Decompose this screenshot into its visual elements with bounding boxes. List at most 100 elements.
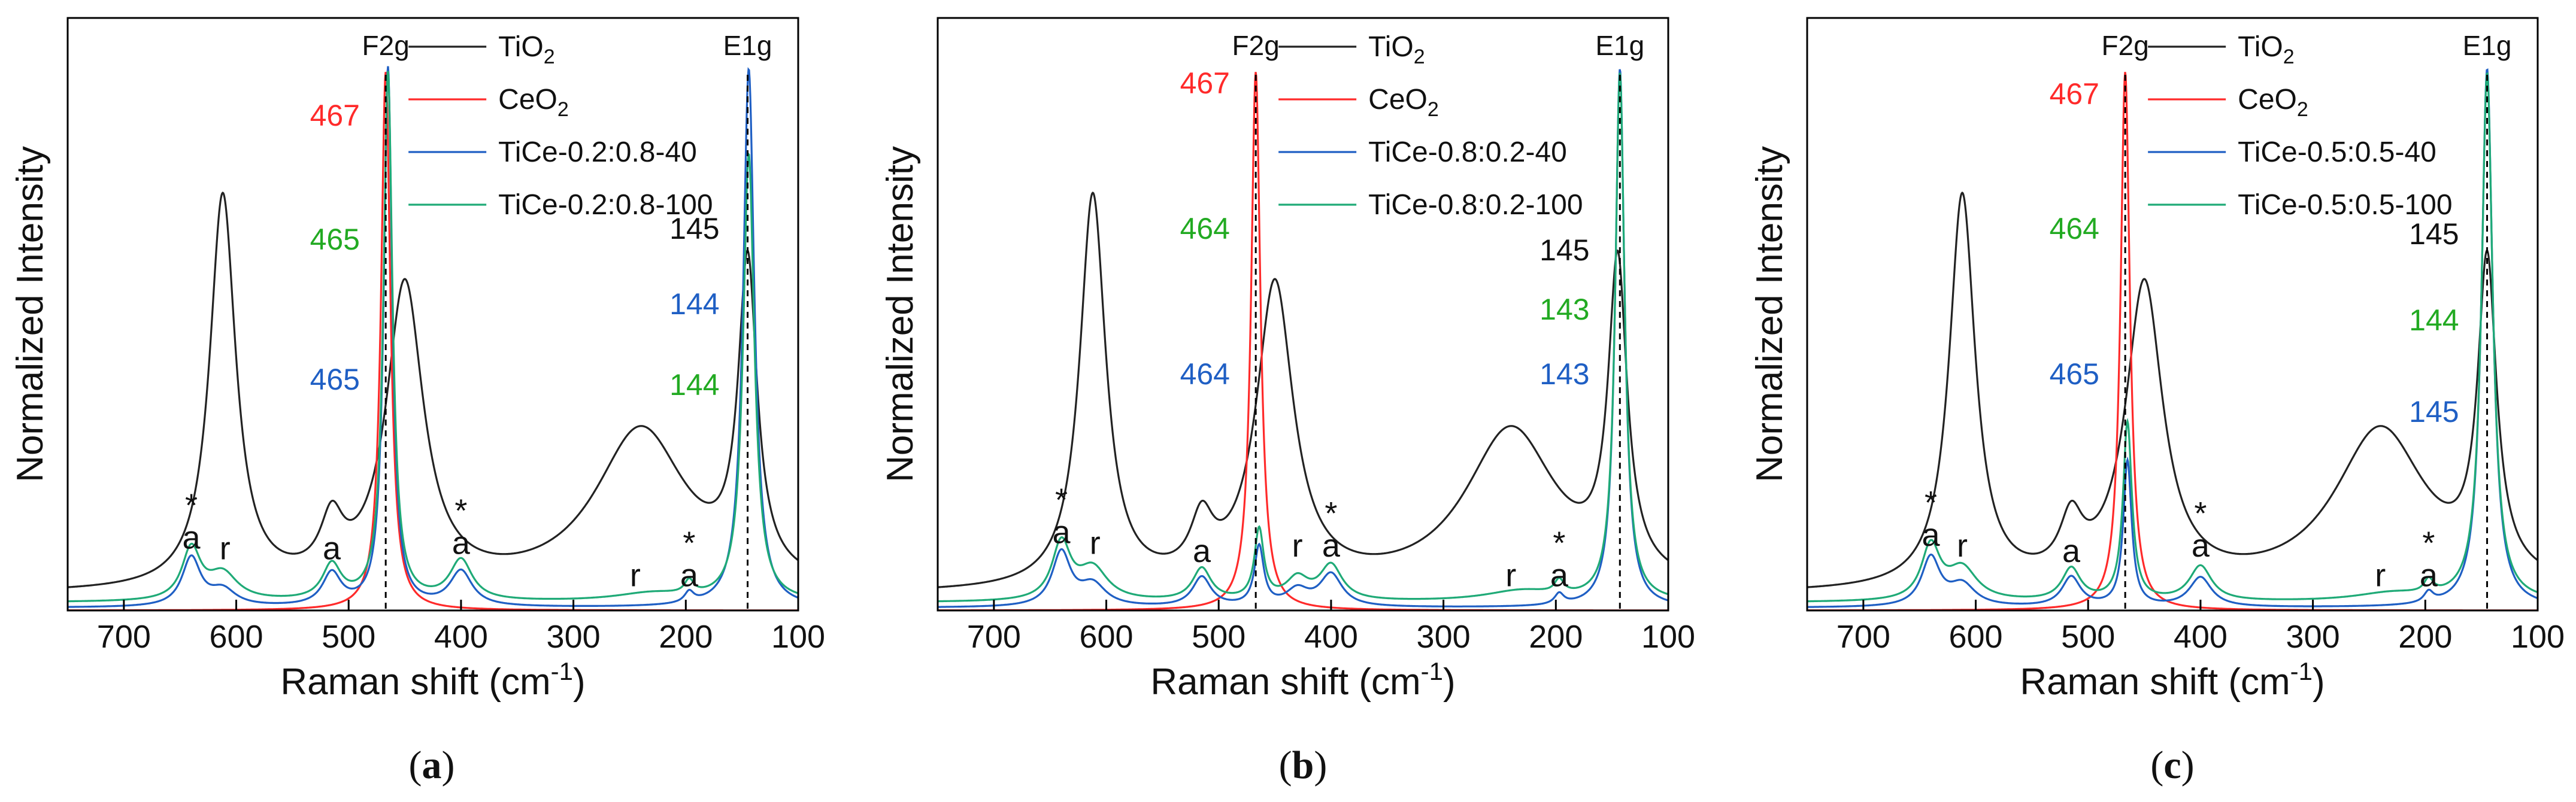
peak-position-label: 145 [669, 212, 719, 245]
peak-marker-label: r [1505, 558, 1516, 594]
panel-caption: (c) [2150, 743, 2194, 787]
peak-marker-label: * [1055, 482, 1068, 518]
peak-marker-label: * [1553, 525, 1565, 561]
x-tick-label: 100 [771, 619, 825, 655]
x-tick-label: 700 [967, 619, 1021, 655]
peak-marker-label: a [1922, 517, 1940, 553]
series-line-3 [938, 72, 1668, 603]
peak-marker-label: a [1193, 533, 1211, 569]
x-axis-label-end: ) [2313, 661, 2325, 703]
legend-label-text: CeO [498, 84, 557, 116]
series-line-0 [68, 191, 798, 588]
x-tick-label: 500 [2061, 619, 2115, 655]
x-axis-label-text: Raman shift (cm [280, 661, 550, 703]
peak-marker-label: a [2062, 533, 2081, 569]
legend-label: TiO2 [1368, 31, 1425, 68]
x-axis-label: Raman shift (cm-1) [2020, 657, 2325, 703]
panel-caption-letter: a [422, 743, 442, 787]
ref-line-label-f2g: F2g [2102, 30, 2149, 61]
series-line-2 [938, 69, 1668, 608]
legend-label: TiCe-0.2:0.8-100 [498, 189, 713, 221]
ref-line-label-e1g: E1g [723, 30, 772, 61]
peak-position-label: 464 [2050, 212, 2099, 245]
x-tick-label: 200 [2398, 619, 2452, 655]
peak-position-label: 144 [669, 287, 719, 321]
panel-caption-close: ) [2181, 743, 2195, 787]
legend-label-text: TiO [498, 31, 544, 63]
panel-caption-open: ( [2150, 743, 2163, 787]
legend-label-text: TiCe-0.8:0.2-100 [1368, 189, 1583, 221]
x-axis-label-sup: -1 [551, 657, 573, 685]
x-tick-label: 200 [1529, 619, 1583, 655]
legend-label-text: TiO [2238, 31, 2283, 63]
series-line-2 [1807, 68, 2538, 608]
peak-position-label: 465 [310, 363, 360, 396]
panel-caption: (a) [409, 743, 455, 787]
y-axis-label: Normalized Intensity [10, 146, 51, 482]
legend-label: TiO2 [498, 31, 554, 68]
peak-position-label: 143 [1539, 293, 1589, 326]
legend-label: CeO2 [498, 84, 569, 121]
x-axis-label: Raman shift (cm-1) [280, 657, 585, 703]
peak-position-label: 467 [310, 99, 360, 132]
panel-caption-open: ( [1279, 743, 1292, 787]
peak-position-label: 145 [1539, 233, 1589, 267]
legend-label-text: TiO [1368, 31, 1414, 63]
legend-label-subscript: 2 [1414, 45, 1425, 68]
peak-marker-label: r [1292, 528, 1303, 564]
peak-position-label: 465 [2050, 357, 2099, 391]
peak-marker-label: a [182, 520, 201, 556]
x-tick-label: 400 [1304, 619, 1358, 655]
x-axis-label: Raman shift (cm-1) [1150, 657, 1455, 703]
legend-label: CeO2 [2238, 84, 2308, 121]
series-line-0 [938, 191, 1668, 588]
legend-label-text: CeO [2238, 84, 2297, 116]
ref-line-label-f2g: F2g [362, 30, 410, 61]
legend-label-text: TiCe-0.5:0.5-40 [2238, 136, 2436, 168]
x-tick-label: 600 [1079, 619, 1133, 655]
peak-marker-label: r [2375, 558, 2386, 594]
x-tick-label: 300 [2286, 619, 2340, 655]
peak-marker-label: * [2422, 525, 2435, 561]
peak-marker-label: r [1957, 528, 1968, 564]
peak-marker-label: * [2194, 496, 2207, 531]
legend-label: TiCe-0.8:0.2-100 [1368, 189, 1583, 221]
legend-label: TiO2 [2238, 31, 2294, 68]
x-tick-label: 500 [1192, 619, 1245, 655]
legend-label-subscript: 2 [2297, 98, 2308, 121]
legend-label: TiCe-0.5:0.5-100 [2238, 189, 2452, 221]
peak-position-label: 143 [1539, 357, 1589, 391]
ref-line-label-e1g: E1g [1595, 30, 1644, 61]
series-line-3 [68, 71, 798, 603]
peak-marker-label: r [220, 531, 231, 567]
x-tick-label: 200 [659, 619, 713, 655]
series-line-3 [1807, 72, 2538, 603]
series-line-0 [1807, 191, 2538, 588]
legend-label-subscript: 2 [557, 98, 569, 121]
x-axis-label-end: ) [573, 661, 586, 703]
peak-marker-label: * [1925, 485, 1937, 521]
x-tick-label: 700 [97, 619, 151, 655]
x-tick-label: 600 [209, 619, 263, 655]
x-tick-label: 500 [322, 619, 375, 655]
x-tick-label: 700 [1836, 619, 1890, 655]
peak-position-label: 145 [2409, 395, 2459, 429]
panel-caption-close: ) [1314, 743, 1327, 787]
legend-label-subscript: 2 [1428, 98, 1439, 121]
y-axis-label: Normalized Intensity [1749, 146, 1790, 482]
series-line-2 [68, 66, 798, 608]
x-tick-label: 300 [1417, 619, 1471, 655]
peak-marker-label: a [452, 525, 471, 561]
peak-position-label: 467 [2050, 77, 2099, 111]
legend-label: CeO2 [1368, 84, 1439, 121]
panel-caption: (b) [1279, 743, 1328, 787]
ref-line-label-e1g: E1g [2463, 30, 2512, 61]
legend-label-text: TiCe-0.8:0.2-40 [1368, 136, 1567, 168]
peak-position-label: 467 [1180, 66, 1230, 100]
x-tick-label: 100 [1641, 619, 1695, 655]
